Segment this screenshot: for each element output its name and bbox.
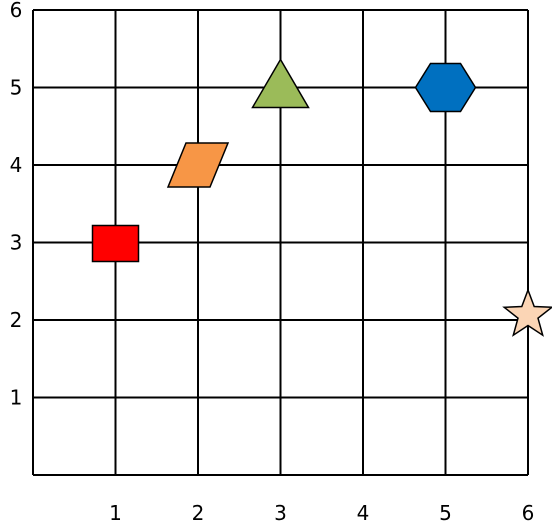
- y-tick-label: 5: [10, 76, 23, 100]
- x-axis-tick-labels: 1 2 3 4 5 6: [109, 501, 534, 525]
- y-tick-label: 1: [10, 386, 23, 410]
- y-tick-label: 4: [10, 153, 23, 177]
- y-axis-tick-labels: 1 2 3 4 5 6: [10, 0, 23, 410]
- y-tick-label: 6: [10, 0, 23, 22]
- x-tick-label: 3: [274, 501, 287, 525]
- x-tick-label: 5: [439, 501, 452, 525]
- orange-parallelogram-shape: [166, 142, 230, 188]
- x-tick-label: 2: [192, 501, 205, 525]
- y-tick-label: 2: [10, 308, 23, 332]
- x-tick-label: 4: [357, 501, 370, 525]
- red-square-shape: [91, 224, 140, 263]
- x-tick-label: 1: [109, 501, 122, 525]
- shapes: [91, 58, 552, 337]
- y-tick-label: 3: [10, 231, 23, 255]
- green-triangle-shape: [251, 58, 310, 109]
- peach-star-shape: [502, 287, 552, 337]
- blue-hexagon-shape: [414, 62, 477, 113]
- x-tick-label: 6: [522, 501, 535, 525]
